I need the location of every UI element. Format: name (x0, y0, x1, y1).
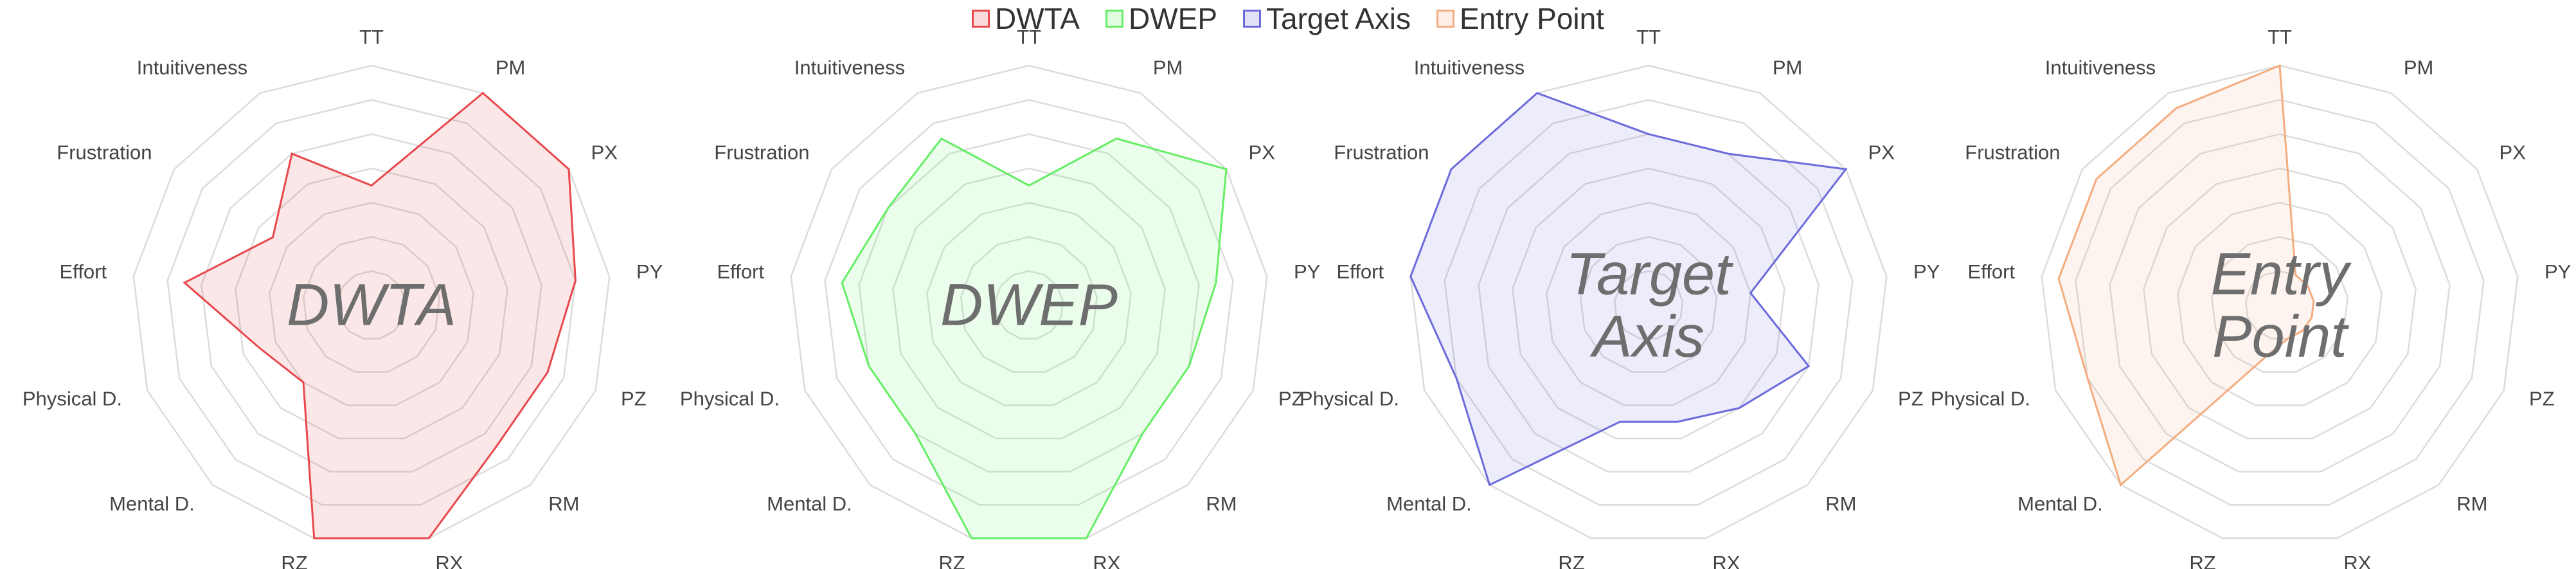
grid-ring (1613, 270, 1684, 339)
legend-swatch (971, 10, 990, 28)
axis-label: PY (1294, 260, 1320, 283)
legend-item: Target Axis (1243, 1, 1411, 36)
grid-ring (2210, 236, 2349, 373)
legend-label: Target Axis (1266, 2, 1411, 35)
grid-ring (1512, 167, 1785, 440)
axis-label: Physical D. (22, 387, 122, 410)
legend-label: DWTA (994, 2, 1080, 35)
axis-label: RM (2456, 492, 2487, 515)
axis-label: PX (1249, 141, 1276, 163)
axis-label: RZ (2189, 552, 2215, 569)
legend: DWTA DWEP Target Axis Entry Point (0, 0, 2576, 37)
axis-label: Intuitiveness (2045, 57, 2156, 79)
radar-area (183, 91, 577, 539)
axis-label: Physical D. (680, 387, 780, 410)
legend-label: Entry Point (1460, 2, 1604, 35)
axis-label: PZ (621, 387, 647, 410)
grid-ring (166, 98, 577, 506)
axis-label: TT (1636, 26, 1661, 48)
axis-label: PY (2545, 260, 2571, 283)
axis-label: RZ (1558, 552, 1584, 569)
axis-label: RX (1712, 552, 1740, 569)
axis-label: PZ (1898, 387, 1924, 410)
axis-label: RM (1825, 492, 1856, 515)
grid-ring (201, 133, 542, 473)
grid-ring (2109, 133, 2451, 473)
legend-swatch (1105, 10, 1123, 28)
axis-label: TT (1017, 26, 1041, 48)
grid-ring (302, 236, 441, 373)
axis-label: Mental D. (767, 492, 852, 515)
grid-ring (2041, 64, 2519, 539)
axis-label: RM (1206, 492, 1237, 515)
axis-label: PX (2500, 141, 2527, 163)
axis-label: RX (2343, 552, 2371, 569)
legend-swatch (1243, 10, 1261, 28)
axis-label: PM (2404, 57, 2434, 79)
axis-label: TT (359, 26, 384, 48)
radar-area (2057, 64, 2315, 487)
grid-ring (2075, 98, 2485, 506)
axis-label: PM (1773, 57, 1803, 79)
axis-label: Physical D. (1300, 387, 1399, 410)
axis-label: RM (548, 492, 579, 515)
legend-swatch (1436, 10, 1454, 28)
grid-ring (2143, 167, 2417, 440)
axis-label: Mental D. (1386, 492, 1472, 515)
center-label: DWEP (940, 272, 1118, 338)
radar-area (841, 137, 1228, 539)
axis-label: PZ (1278, 387, 1304, 410)
axis-label: Intuitiveness (794, 57, 905, 79)
legend-item: DWEP (1105, 1, 1217, 36)
grid-ring (235, 167, 508, 440)
axis-label: RX (435, 552, 463, 569)
axis-label: PZ (2529, 387, 2555, 410)
grid-ring (960, 236, 1098, 373)
grid-ring (1579, 236, 1718, 373)
axis-label: Mental D. (2017, 492, 2103, 515)
axis-label: PX (591, 141, 618, 163)
axis-label: Physical D. (1931, 387, 2030, 410)
axis-label: Mental D. (109, 492, 195, 515)
center-label: Target Axis (1566, 241, 1731, 369)
grid-ring (926, 201, 1132, 406)
axis-label: Effort (1967, 260, 2015, 283)
grid-ring (269, 201, 474, 406)
axis-label: RZ (281, 552, 307, 569)
legend-item: Entry Point (1436, 1, 1604, 36)
grid-ring (1444, 98, 1854, 506)
axis-label: Intuitiveness (137, 57, 247, 79)
radar-area (1409, 92, 1848, 487)
axis-label: Frustration (1965, 141, 2060, 163)
axis-label: PM (1153, 57, 1183, 79)
grid-ring (858, 133, 1200, 473)
axis-label: Effort (717, 260, 764, 283)
axis-label: PM (496, 57, 526, 79)
grid-ring (994, 270, 1064, 339)
grid-ring (892, 167, 1166, 440)
axis-label: RZ (938, 552, 965, 569)
grid-ring (824, 98, 1234, 506)
legend-label: DWEP (1129, 2, 1217, 35)
axis-label: Frustration (1334, 141, 1429, 163)
axis-label: PX (1868, 141, 1895, 163)
grid-ring (1546, 201, 1751, 406)
grid-ring (1478, 133, 1820, 473)
axis-label: Intuitiveness (1414, 57, 1525, 79)
center-label: Entry Point (2210, 241, 2349, 369)
center-label: DWTA (286, 272, 456, 338)
axis-label: Frustration (57, 141, 152, 163)
axis-label: Effort (1336, 260, 1384, 283)
axis-label: Effort (59, 260, 107, 283)
grid-ring (2177, 201, 2383, 406)
axis-label: TT (2267, 26, 2292, 48)
axis-label: Frustration (714, 141, 809, 163)
grid-ring (336, 270, 407, 339)
axis-label: PY (636, 260, 663, 283)
legend-item: DWTA (971, 1, 1080, 36)
axis-label: PY (1913, 260, 1940, 283)
axis-label: RX (1093, 552, 1120, 569)
